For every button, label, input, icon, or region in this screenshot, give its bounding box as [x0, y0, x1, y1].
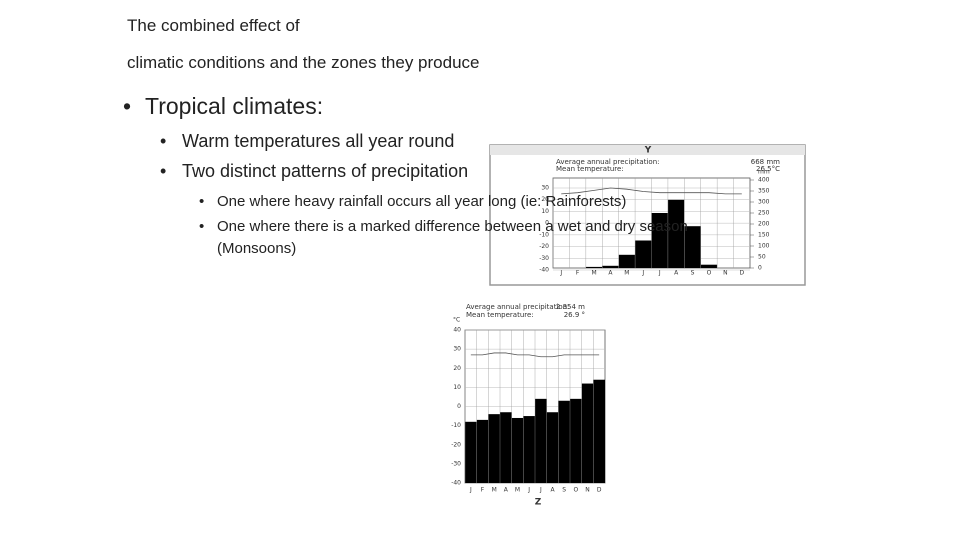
precip-bar: [700, 264, 718, 268]
month-label: N: [723, 270, 728, 277]
precip-value: 668 mm: [751, 158, 780, 166]
month-label: O: [707, 270, 712, 277]
month-label: A: [550, 487, 555, 494]
precip-bar: [465, 421, 477, 483]
precip-bar: [500, 412, 512, 483]
bullet-continuation: (Monsoons): [217, 240, 297, 257]
figure-label: Y: [644, 146, 652, 156]
precip-value: 2 354 m: [556, 303, 585, 311]
month-label: F: [481, 487, 485, 494]
month-label: A: [608, 270, 613, 277]
right-tick-label: 400: [758, 177, 770, 184]
month-label: D: [597, 487, 602, 494]
month-label: M: [591, 270, 596, 277]
left-tick-label: -40: [539, 267, 549, 274]
month-label: A: [674, 270, 679, 277]
right-tick-label: 150: [758, 232, 770, 239]
month-label: D: [739, 270, 744, 277]
bullet: One where heavy rainfall occurs all year…: [199, 193, 626, 210]
right-tick-label: 200: [758, 221, 770, 228]
precip-bar: [581, 383, 594, 483]
precip-bar: [585, 266, 603, 268]
bullet: Tropical climates:: [123, 93, 323, 120]
left-tick-label: 0: [457, 403, 461, 410]
left-tick-label: -30: [539, 255, 549, 262]
temperature-line: [561, 187, 742, 195]
right-tick-label: 350: [758, 188, 770, 195]
precip-bar: [476, 419, 489, 483]
month-label: J: [641, 270, 644, 277]
left-unit: °C: [453, 317, 460, 324]
left-tick-label: 30: [541, 185, 549, 192]
left-tick-label: -30: [451, 460, 461, 467]
bullet: Two distinct patterns of precipitation: [160, 161, 468, 182]
month-label: M: [515, 487, 520, 494]
right-unit: mm: [758, 169, 770, 176]
figure-label: Z: [535, 498, 542, 508]
precip-bar: [535, 398, 547, 483]
month-label: M: [624, 270, 629, 277]
right-tick-label: 250: [758, 210, 770, 217]
precip-bar: [602, 265, 619, 268]
right-tick-label: 50: [758, 254, 766, 261]
month-label: S: [691, 270, 695, 277]
left-tick-label: 40: [453, 327, 461, 334]
figure-header-band: [490, 145, 805, 155]
precip-bar: [523, 416, 535, 483]
right-tick-label: 0: [758, 265, 762, 272]
right-tick-label: 100: [758, 243, 770, 250]
precip-bar: [593, 379, 605, 483]
precip-bar: [558, 400, 570, 483]
month-label: F: [576, 270, 580, 277]
precip-bar: [511, 417, 524, 483]
precip-bar: [618, 254, 636, 268]
header-line: climatic conditions and the zones they p…: [127, 53, 480, 72]
temp-label: Mean temperature:: [466, 311, 534, 319]
month-label: M: [492, 487, 497, 494]
bullet: Warm temperatures all year round: [160, 131, 454, 152]
precip-bar: [570, 398, 582, 483]
month-label: S: [562, 487, 566, 494]
precip-bar: [488, 414, 500, 483]
temp-label: Mean temperature:: [556, 165, 624, 173]
month-label: N: [585, 487, 590, 494]
left-tick-label: 20: [453, 365, 461, 372]
left-tick-label: 10: [453, 384, 461, 391]
temp-value: 26.9 °: [564, 311, 585, 319]
right-tick-label: 300: [758, 199, 770, 206]
precip-label: Average annual precipitation:: [556, 158, 660, 166]
left-tick-label: -10: [451, 422, 461, 429]
temperature-line: [470, 352, 600, 358]
left-tick-label: -40: [451, 480, 461, 487]
left-tick-label: 30: [453, 346, 461, 353]
precip-label: Average annual precipitation:: [466, 303, 570, 311]
bullet: One where there is a marked difference b…: [199, 218, 688, 235]
month-label: J: [527, 487, 530, 494]
month-label: J: [469, 487, 472, 494]
month-label: O: [573, 487, 578, 494]
header-line: The combined effect of: [127, 16, 300, 35]
precip-bar: [546, 412, 559, 483]
precip-bar: [635, 240, 652, 268]
left-tick-label: -20: [451, 441, 461, 448]
precip-bar: [684, 226, 701, 268]
month-label: A: [504, 487, 509, 494]
month-label: J: [559, 270, 562, 277]
left-tick-label: 10: [541, 208, 549, 215]
month-label: J: [539, 487, 542, 494]
temp-value: 26.5°C: [756, 165, 780, 173]
month-label: J: [658, 270, 661, 277]
left-tick-label: -20: [539, 243, 549, 250]
